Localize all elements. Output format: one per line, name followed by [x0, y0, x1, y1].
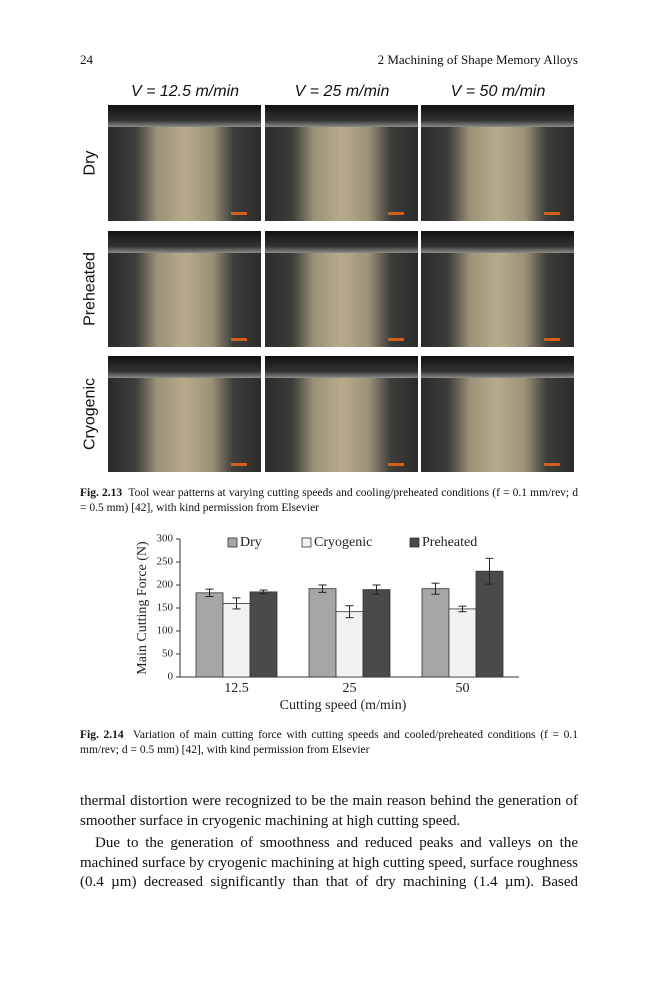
- bar: [249, 591, 278, 678]
- legend-label: Cryogenic: [314, 535, 372, 550]
- x-tick-label: 12.5: [224, 681, 249, 696]
- legend-label: Preheated: [422, 535, 477, 550]
- row-label: Dry: [81, 150, 99, 176]
- bar: [308, 588, 337, 678]
- y-tick-label: 0: [168, 671, 174, 683]
- row-label: Cryogenic: [81, 377, 99, 451]
- micrograph: [108, 105, 261, 221]
- paragraph: Due to the generation of smoothness and …: [80, 835, 578, 890]
- chart: Main Cutting Force (N) Cutting speed (m/…: [135, 533, 519, 713]
- y-tick-label: 50: [162, 648, 174, 660]
- bar: [421, 588, 450, 678]
- caption-label: Fig. 2.13: [80, 487, 123, 499]
- legend-swatch: [409, 537, 420, 548]
- y-tick-label: 100: [157, 625, 174, 637]
- running-title: 2 Machining of Shape Memory Alloys: [377, 52, 578, 67]
- paragraph: thermal distortion were recognized to be…: [80, 793, 578, 829]
- micrograph: [108, 231, 261, 347]
- column-label: V = 12.5 m/min: [130, 83, 240, 100]
- y-tick-label: 200: [157, 579, 174, 591]
- micrograph: [421, 105, 574, 221]
- legend-swatch: [301, 537, 312, 548]
- bar: [195, 592, 224, 678]
- micrograph: [421, 231, 574, 347]
- micrograph: [265, 356, 418, 472]
- legend-label: Dry: [240, 535, 262, 550]
- bar: [222, 603, 251, 678]
- page-number: 24: [80, 52, 93, 67]
- micrograph: [108, 356, 261, 472]
- figure-caption: Fig. 2.13 Tool wear patterns at varying …: [80, 486, 578, 516]
- y-tick-label: 300: [157, 533, 174, 545]
- body-text: thermal distortion were recognized to be…: [80, 792, 578, 893]
- column-label: V = 50 m/min: [450, 83, 546, 100]
- figure-caption: Fig. 2.14 Variation of main cutting forc…: [80, 728, 578, 758]
- caption-text: Variation of main cutting force with cut…: [80, 729, 578, 756]
- bar: [448, 608, 477, 678]
- micrograph: [421, 356, 574, 472]
- x-axis-title: Cutting speed (m/min): [280, 698, 407, 713]
- column-label: V = 25 m/min: [294, 83, 390, 100]
- bar: [475, 570, 504, 678]
- caption-text: Tool wear patterns at varying cutting sp…: [80, 487, 579, 514]
- y-tick-label: 250: [157, 556, 174, 568]
- x-tick-label: 50: [456, 681, 470, 696]
- row-label: Preheated: [81, 252, 99, 326]
- micrograph: [265, 231, 418, 347]
- bar: [362, 589, 391, 678]
- legend-swatch: [227, 537, 238, 548]
- y-tick-label: 150: [157, 602, 174, 614]
- x-tick-label: 25: [343, 681, 357, 696]
- caption-label: Fig. 2.14: [80, 729, 124, 741]
- micrograph: [265, 105, 418, 221]
- y-axis-title: Main Cutting Force (N): [135, 541, 150, 675]
- bar: [335, 611, 364, 678]
